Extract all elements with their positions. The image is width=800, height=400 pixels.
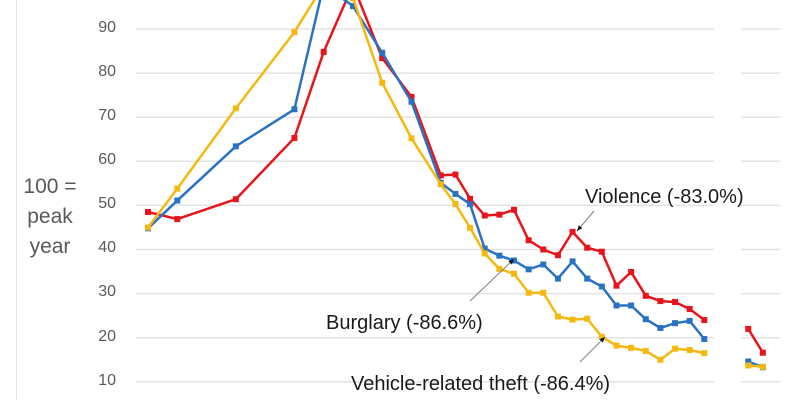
y-tick-60: 60 (98, 151, 116, 168)
y-axis-label-line1: 100 = (23, 175, 77, 198)
y-axis-label-line2: peak (27, 205, 73, 228)
left-border-line (16, 0, 17, 400)
y-tick-50: 50 (98, 195, 116, 212)
annotation-violence: Violence (-83.0%) (585, 186, 744, 208)
series-lines (145, 0, 766, 371)
series-burglary (145, 0, 766, 371)
y-tick-70: 70 (98, 107, 116, 124)
annotation-vehicle-theft: Vehicle-related theft (-86.4%) (351, 373, 611, 395)
y-tick-90: 90 (98, 19, 116, 36)
annotation-arrows (469, 210, 606, 363)
y-tick-10: 10 (98, 372, 116, 389)
annotation-burglary: Burglary (-86.6%) (326, 312, 483, 334)
occlusion-gap (714, 0, 741, 400)
series-violence (145, 0, 766, 356)
series-vehicle-related-theft (145, 0, 766, 370)
y-tick-20: 20 (98, 328, 116, 345)
y-tick-30: 30 (98, 283, 116, 300)
y-tick-80: 80 (98, 63, 116, 80)
y-axis-label-line3: year (29, 235, 71, 258)
y-tick-40: 40 (98, 239, 116, 256)
